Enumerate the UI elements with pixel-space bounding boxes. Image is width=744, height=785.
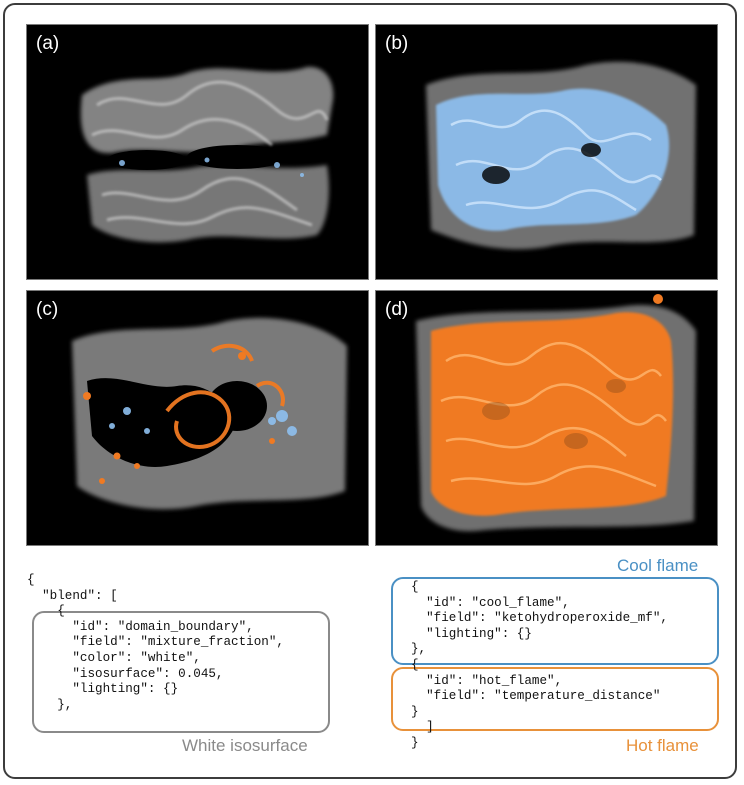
code-line: "id": "domain_boundary",	[27, 619, 254, 634]
panel-b-render	[426, 61, 696, 250]
code-line: {	[411, 580, 419, 594]
hot-flame-box	[391, 667, 719, 731]
code-line: "lighting": {}	[27, 682, 179, 697]
code-line: "id": "hot_flame",	[411, 673, 563, 688]
code-line: }	[411, 704, 419, 719]
code-line: "lighting": {}	[411, 626, 532, 641]
panel-b-label: (b)	[385, 33, 409, 54]
panel-d-label: (d)	[385, 299, 409, 320]
panel-c-render	[72, 317, 347, 510]
code-line: {	[27, 573, 35, 587]
code-line: {	[27, 604, 65, 619]
code-line: {	[411, 657, 419, 672]
code-line: "blend": [	[27, 588, 118, 603]
cool-flame-caption: Cool flame	[617, 556, 699, 575]
hot-flame-caption: Hot flame	[626, 736, 699, 755]
panel-d-render	[416, 294, 696, 532]
cool-flame-box	[391, 577, 719, 665]
figure-frame	[3, 3, 737, 779]
panel-a: (a)	[26, 24, 369, 280]
code-line: "field": "temperature_distance"	[411, 689, 661, 704]
code-line: "isosurface": 0.045,	[27, 666, 224, 681]
white-isosurface-caption: White isosurface	[182, 736, 308, 755]
code-line: },	[27, 697, 73, 712]
panel-d: (d)	[375, 290, 718, 546]
code-line: "id": "cool_flame",	[411, 595, 570, 610]
code-line: ]	[411, 720, 434, 735]
right-code-block: { "id": "cool_flame", "field": "ketohydr…	[411, 580, 668, 752]
white-isosurface-box	[32, 611, 330, 733]
panel-a-label: (a)	[36, 33, 60, 54]
code-line: "field": "mixture_fraction",	[27, 635, 284, 650]
panel-a-render	[80, 66, 334, 243]
panel-b: (b)	[375, 24, 718, 280]
panel-c: (c)	[26, 290, 369, 546]
code-line: },	[411, 642, 427, 657]
code-line: "color": "white",	[27, 650, 201, 665]
code-line: "field": "ketohydroperoxide_mf",	[411, 611, 668, 626]
code-line: }	[411, 735, 419, 750]
left-code-block: { "blend": [ { "id": "domain_boundary", …	[27, 573, 284, 713]
panel-c-label: (c)	[36, 299, 59, 320]
